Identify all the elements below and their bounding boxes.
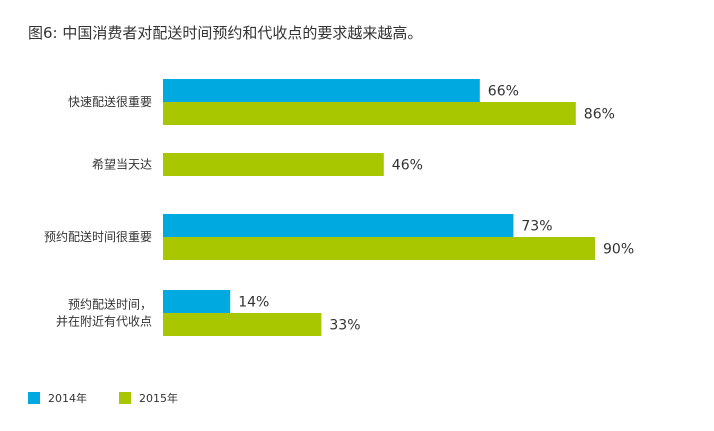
legend-item-2015: 2015年 bbox=[119, 390, 178, 406]
bar-2014 bbox=[163, 290, 231, 313]
value-label: 90% bbox=[603, 242, 634, 258]
category-label: 预约配送时间很重要 bbox=[44, 229, 152, 244]
value-label: 66% bbox=[488, 84, 519, 100]
bars bbox=[163, 79, 595, 336]
category-label-line: 快速配送很重要 bbox=[68, 94, 152, 109]
legend-swatch-2015 bbox=[119, 392, 131, 404]
legend-swatch-2014 bbox=[28, 392, 40, 404]
bar-2014 bbox=[163, 79, 480, 102]
bar-2014 bbox=[163, 214, 514, 237]
value-label: 86% bbox=[584, 107, 615, 123]
category-label: 希望当天达 bbox=[92, 157, 152, 172]
category-label: 快速配送很重要 bbox=[68, 94, 152, 109]
bar-2015 bbox=[163, 313, 322, 336]
category-label-line: 希望当天达 bbox=[92, 157, 152, 172]
value-label: 46% bbox=[392, 158, 423, 174]
value-labels: 66% 86% 46% 73% 90% 14% 33% bbox=[238, 84, 634, 334]
category-label-line: 预约配送时间， bbox=[68, 297, 152, 312]
legend-item-2014: 2014年 bbox=[28, 390, 87, 406]
category-label-line: 预约配送时间很重要 bbox=[44, 229, 152, 244]
bar-2015 bbox=[163, 237, 595, 260]
value-label: 73% bbox=[521, 219, 552, 235]
chart-title: 图6: 中国消费者对配送时间预约和代收点的要求越来越高。 bbox=[28, 24, 423, 42]
legend-label-2015: 2015年 bbox=[139, 392, 178, 405]
bar-2015 bbox=[163, 153, 384, 176]
bar-2015 bbox=[163, 102, 576, 125]
legend-label-2014: 2014年 bbox=[48, 392, 87, 405]
category-label-line: 并在附近有代收点 bbox=[56, 315, 152, 329]
value-label: 14% bbox=[238, 295, 269, 311]
legend: 2014年 2015年 bbox=[28, 390, 178, 406]
category-label: 预约配送时间， 并在附近有代收点 bbox=[56, 297, 152, 329]
value-label: 33% bbox=[329, 318, 360, 334]
